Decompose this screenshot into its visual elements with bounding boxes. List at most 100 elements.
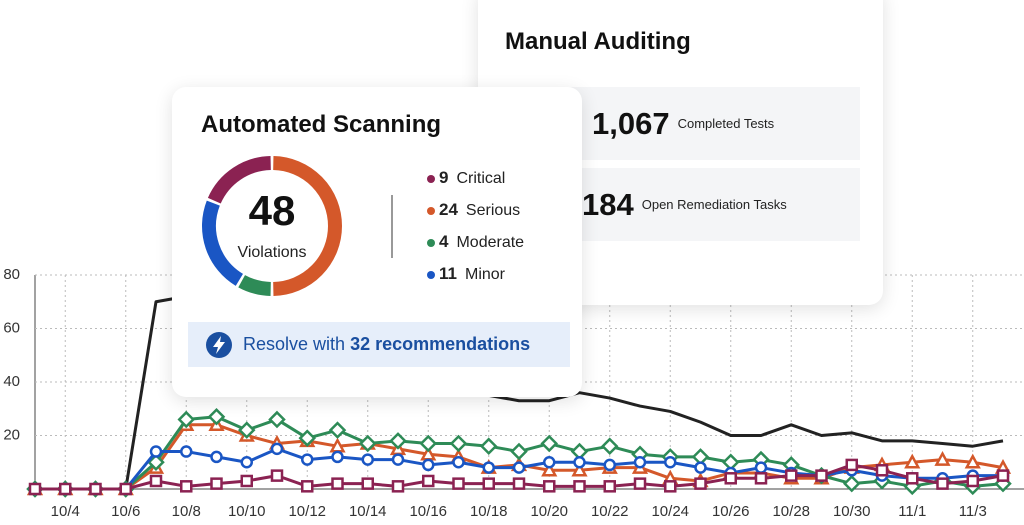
marker	[964, 453, 981, 469]
marker	[240, 456, 253, 469]
legend-value: 24	[439, 200, 458, 219]
legend-label: Minor	[465, 266, 506, 283]
marker	[571, 461, 588, 477]
marker	[633, 477, 647, 490]
marker	[603, 458, 616, 472]
y-tick-label: 80	[3, 266, 20, 283]
y-tick-label: 60	[3, 319, 20, 336]
donut-segment	[207, 156, 272, 204]
marker	[328, 421, 347, 439]
marker	[361, 453, 374, 466]
marker	[815, 469, 828, 482]
x-tick-label: 10/18	[470, 503, 508, 520]
marker	[452, 477, 465, 490]
marker	[603, 480, 616, 493]
marker	[845, 458, 858, 472]
marker	[785, 469, 798, 482]
x-tick-label: 10/4	[51, 503, 80, 520]
marker	[391, 453, 405, 466]
donut-chart: 48 Violations 9 Critical 24 Serious 4 Moderat…	[202, 156, 524, 296]
x-tick-label: 10/22	[591, 503, 629, 520]
donut-segment	[202, 200, 244, 286]
marker	[298, 429, 317, 447]
resolve-text: Resolve with	[243, 334, 346, 354]
marker	[270, 469, 284, 482]
legend-value: 11	[439, 264, 457, 283]
x-tick-label: 10/6	[111, 503, 140, 520]
stat-row: 184 Open Remediation Tasks	[560, 168, 860, 241]
marker	[28, 482, 42, 496]
marker	[754, 461, 768, 474]
bolt-icon	[206, 331, 232, 358]
marker	[449, 434, 468, 453]
stat-label: Open Remediation Tasks	[641, 197, 787, 212]
marker	[422, 474, 435, 488]
marker	[180, 445, 193, 458]
marker	[754, 472, 768, 485]
stat-value: 1,067	[592, 105, 670, 141]
marker	[452, 456, 465, 469]
marker	[543, 480, 556, 493]
marker	[875, 464, 889, 477]
marker	[906, 472, 919, 485]
marker	[482, 461, 495, 474]
marker	[301, 453, 314, 466]
marker	[237, 421, 256, 439]
stat-value: 184	[582, 186, 634, 222]
marker	[541, 461, 558, 477]
legend-dot	[427, 207, 435, 215]
marker	[904, 453, 921, 469]
legend-dot	[427, 271, 435, 279]
legend-label: Moderate	[456, 234, 524, 251]
legend-entry: 9 Critical	[439, 168, 505, 187]
marker	[149, 445, 163, 458]
stat-row: 1,067 Completed Tests	[560, 87, 860, 160]
marker	[540, 434, 559, 453]
marker	[842, 474, 861, 493]
legend-dot	[427, 239, 435, 247]
resolve-emphasis: 32 recommendations	[350, 334, 531, 354]
marker	[358, 434, 377, 453]
resolve-banner[interactable]: Resolve with 32 recommendations	[188, 322, 570, 367]
x-tick-label: 10/16	[409, 503, 447, 520]
marker	[240, 474, 253, 488]
x-tick-label: 10/24	[651, 503, 689, 520]
marker	[210, 450, 223, 464]
x-tick-label: 10/28	[772, 503, 810, 520]
marker	[177, 410, 196, 429]
marker	[512, 477, 526, 490]
marker	[482, 477, 495, 490]
legend-entry: 11 Minor	[439, 264, 506, 283]
legend-dot	[427, 175, 435, 183]
marker	[724, 472, 737, 485]
marker	[389, 432, 407, 450]
total-value: 48	[249, 187, 296, 234]
marker	[600, 437, 619, 455]
marker	[512, 461, 526, 474]
y-tick-label: 40	[3, 373, 20, 390]
marker	[936, 477, 949, 490]
marker	[996, 469, 1010, 482]
marker	[210, 477, 223, 490]
marker	[694, 477, 707, 490]
x-tick-label: 11/3	[959, 503, 987, 520]
card-title: Automated Scanning	[201, 111, 442, 138]
marker	[694, 461, 707, 474]
marker	[331, 450, 344, 464]
marker	[268, 410, 286, 429]
marker	[966, 474, 979, 488]
automated-scanning-card: Automated Scanning 48 Violations 9 Critic…	[172, 87, 582, 397]
y-tick-label: 20	[3, 426, 20, 443]
marker	[391, 480, 405, 493]
x-tick-label: 10/26	[712, 503, 750, 520]
x-tick-label: 11/1	[898, 503, 926, 520]
x-tick-label: 10/12	[288, 503, 326, 520]
marker	[89, 482, 102, 496]
marker	[664, 480, 677, 493]
legend-label: Serious	[466, 202, 520, 219]
marker	[510, 442, 528, 461]
marker	[301, 480, 314, 493]
total-label: Violations	[237, 244, 306, 261]
marker	[479, 437, 498, 455]
stat-label: Completed Tests	[677, 116, 775, 131]
